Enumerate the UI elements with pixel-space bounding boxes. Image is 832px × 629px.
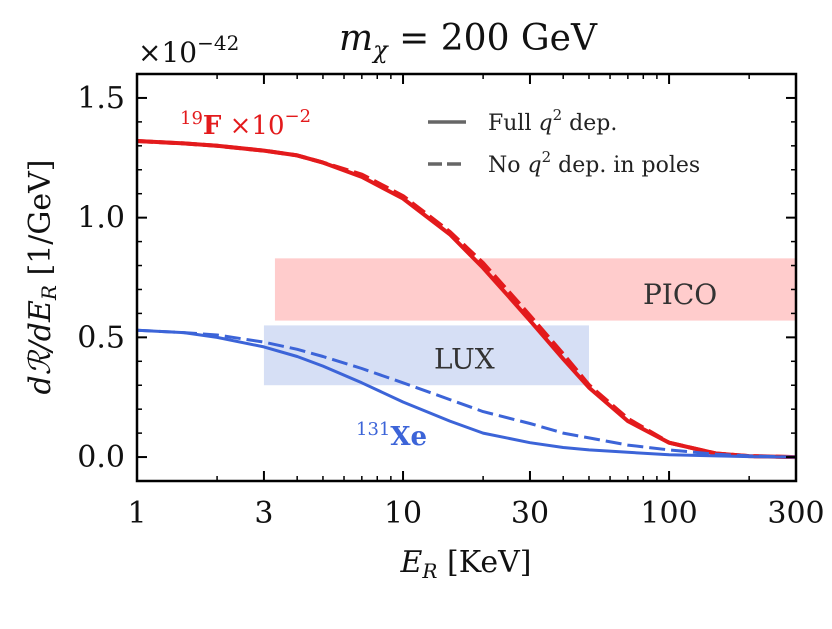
legend: Full q2 dep. No q2 dep. in poles (428, 106, 700, 178)
legend-label-no-q2: No q2 dep. in poles (488, 148, 700, 178)
y-multiplier: ×10−42 (138, 31, 239, 69)
y-tick-label-0.5: 0.5 (77, 320, 125, 355)
band-label-pico: PICO (643, 278, 717, 311)
legend-label-full: Full q2 dep. (488, 106, 617, 136)
xenon-label: 131Xe (356, 419, 427, 452)
x-tick-label-1: 1 (127, 496, 146, 531)
band-pico (274, 258, 797, 321)
series-line-xe-solid (136, 328, 797, 459)
x-tick-label-300: 300 (767, 496, 824, 531)
band-label-lux: LUX (434, 342, 495, 375)
x-tick-label-3: 3 (254, 496, 273, 531)
series-line-f-dashed (136, 139, 797, 460)
y-tick-label-0: 0.0 (77, 440, 125, 475)
y-tick-label-1: 1.0 (77, 201, 125, 236)
x-tick-label-30: 30 (511, 496, 549, 531)
plot-area: PICO LUX 1 3 10 30 100 300 0.0 0.5 1.0 1.5 (77, 72, 825, 531)
series-line-xe-dashed (136, 328, 797, 459)
plot-frame (135, 72, 798, 483)
x-tick-label-10: 10 (384, 496, 422, 531)
chart-title: mχ = 200 GeV (339, 18, 598, 64)
y-tick-label-1.5: 1.5 (77, 81, 125, 116)
fluorine-label: 19F ×10−2 (180, 106, 311, 141)
x-tick-label-100: 100 (640, 496, 697, 531)
x-axis-label: ER [KeV] (400, 545, 532, 583)
y-axis-label: dℛ/dER [1/GeV] (23, 160, 61, 395)
